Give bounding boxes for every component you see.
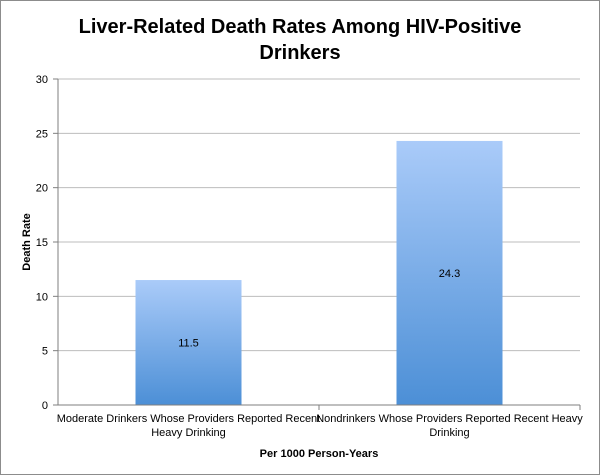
chart-title-line-1: Liver-Related Death Rates Among HIV-Posi… <box>78 16 522 38</box>
x-tick-label: Moderate Drinkers Whose Providers Report… <box>57 413 321 425</box>
x-tick-label: Drinking <box>429 427 469 439</box>
y-tick-label: 10 <box>36 291 48 303</box>
data-label: 24.3 <box>439 268 460 280</box>
y-tick-label: 0 <box>42 400 48 412</box>
x-axis-title: Per 1000 Person-Years <box>260 448 379 460</box>
bars <box>135 140 503 405</box>
x-tick-label: Heavy Drinking <box>151 427 226 439</box>
y-tick-label: 25 <box>36 128 48 140</box>
chart-title: Liver-Related Death Rates Among HIV-Posi… <box>0 14 600 66</box>
x-tick-label: Nondrinkers Whose Providers Reported Rec… <box>316 413 583 425</box>
labels: 0 5 10 15 20 25 30 11.5 Moderate Drinkers Whose … <box>21 74 583 460</box>
bar <box>396 140 503 405</box>
data-label: 11.5 <box>178 338 199 350</box>
y-tick-label: 15 <box>36 237 48 249</box>
y-tick-label: 5 <box>42 346 48 358</box>
axes <box>53 78 581 410</box>
y-tick-label: 20 <box>36 183 48 195</box>
y-tick-label: 30 <box>36 74 48 86</box>
chart-title-line-2: Drinkers <box>259 42 341 64</box>
y-axis-title: Death Rate <box>21 213 33 270</box>
bar <box>135 280 242 405</box>
